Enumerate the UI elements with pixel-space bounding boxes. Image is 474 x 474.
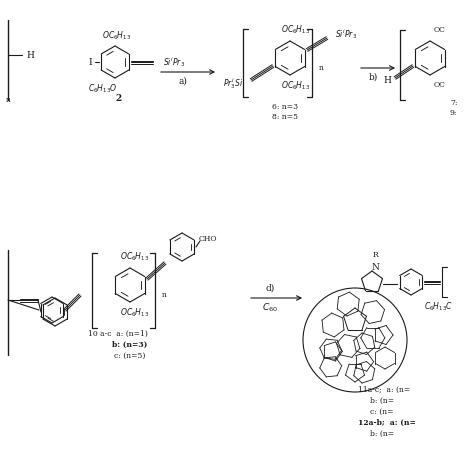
Text: 11a-c;  a: (n=: 11a-c; a: (n= [358, 386, 410, 394]
Text: N: N [371, 263, 379, 272]
Text: a): a) [179, 76, 187, 85]
Text: OC: OC [434, 26, 446, 34]
Text: H: H [383, 75, 391, 84]
Text: c: (n=5): c: (n=5) [114, 352, 146, 360]
Text: $C_6H_{13}C$: $C_6H_{13}C$ [425, 301, 454, 313]
Text: 12a-b;  a: (n=: 12a-b; a: (n= [358, 419, 416, 427]
Text: c: (n=: c: (n= [370, 408, 393, 416]
Text: $Pr_3^iSi$: $Pr_3^iSi$ [223, 76, 243, 91]
Text: b): b) [368, 73, 378, 82]
Text: 6: n=3: 6: n=3 [272, 103, 298, 111]
Text: $OC_6H_{13}$: $OC_6H_{13}$ [102, 30, 132, 42]
Text: b: (n=3): b: (n=3) [112, 341, 148, 349]
Text: 7:: 7: [450, 99, 457, 107]
Text: n: n [319, 64, 324, 72]
Text: OC: OC [434, 81, 446, 89]
Text: d): d) [265, 283, 274, 292]
Text: H: H [26, 51, 34, 60]
Text: 2: 2 [116, 93, 122, 102]
Text: n: n [6, 96, 10, 104]
Text: 10 a-c  a: (n=1): 10 a-c a: (n=1) [88, 330, 148, 338]
Text: R: R [372, 251, 378, 259]
Text: I: I [88, 57, 92, 66]
Text: $OC_6H_{13}$: $OC_6H_{13}$ [282, 24, 310, 36]
Text: $OC_6H_{13}$: $OC_6H_{13}$ [120, 307, 150, 319]
Text: CHO: CHO [199, 235, 218, 243]
Text: b: (n=: b: (n= [370, 430, 394, 438]
Text: $OC_6H_{13}$: $OC_6H_{13}$ [120, 251, 150, 263]
Text: $OC_6H_{13}$: $OC_6H_{13}$ [282, 80, 310, 92]
Text: n: n [162, 291, 167, 299]
Text: b: (n=: b: (n= [370, 397, 394, 405]
Text: $Si^iPr_3$: $Si^iPr_3$ [335, 27, 357, 41]
Text: $C_6H_{13}O$: $C_6H_{13}O$ [88, 83, 118, 95]
Text: $Si^iPr_3$: $Si^iPr_3$ [163, 55, 185, 69]
Text: 8: n=5: 8: n=5 [272, 113, 298, 121]
Text: 9:: 9: [450, 109, 457, 117]
Text: $C_{60}$: $C_{60}$ [262, 302, 278, 314]
